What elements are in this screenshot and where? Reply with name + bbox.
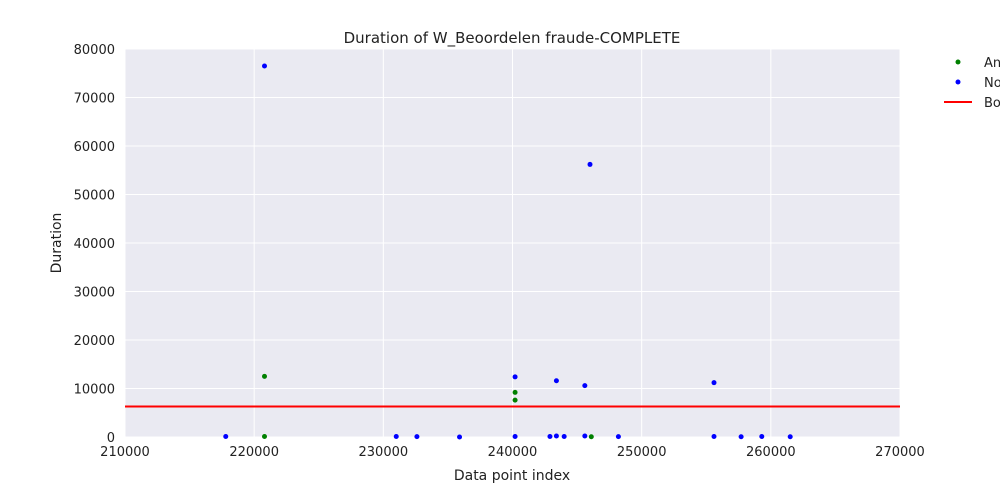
data-point <box>553 433 559 439</box>
x-tick-label: 220000 <box>229 445 279 460</box>
legend-label: No <box>984 76 1000 91</box>
data-point <box>223 434 229 440</box>
x-tick-label: 260000 <box>746 445 796 460</box>
x-axis-ticks: 210000 220000 230000 240000 250000 260000 2700… <box>100 445 925 460</box>
y-tick-label: 60000 <box>74 140 115 155</box>
data-point <box>512 397 518 403</box>
legend-label: Bo <box>984 96 1000 111</box>
data-point <box>512 434 518 440</box>
legend-marker <box>955 79 961 85</box>
legend-marker <box>955 59 961 65</box>
data-point <box>262 63 267 69</box>
x-tick-label: 230000 <box>359 445 409 460</box>
y-tick-label: 20000 <box>74 334 115 349</box>
data-point <box>587 161 593 167</box>
data-point <box>759 434 765 440</box>
chart-title: Duration of W_Beoordelen fraude-COMPLETE <box>344 29 681 48</box>
data-point <box>512 374 518 380</box>
data-point <box>787 434 793 440</box>
data-point <box>457 434 463 440</box>
x-tick-label: 250000 <box>617 445 667 460</box>
data-point <box>588 434 594 440</box>
y-tick-label: 50000 <box>74 189 115 204</box>
data-point <box>582 383 588 389</box>
y-axis-title: Duration <box>49 213 65 274</box>
y-tick-label: 0 <box>107 431 115 446</box>
x-tick-label: 240000 <box>488 445 538 460</box>
data-point <box>262 373 267 379</box>
y-axis-ticks: 0 10000 20000 30000 40000 50000 60000 70000 8000… <box>74 43 115 446</box>
y-tick-label: 30000 <box>74 286 115 301</box>
data-point <box>414 434 420 440</box>
data-point <box>262 434 267 440</box>
data-point <box>553 378 559 384</box>
y-tick-label: 70000 <box>74 92 115 107</box>
x-tick-label: 210000 <box>100 445 150 460</box>
data-point <box>738 434 744 440</box>
data-point <box>561 434 567 440</box>
data-point <box>711 434 717 440</box>
data-point <box>393 434 399 440</box>
x-axis-title: Data point index <box>454 468 570 484</box>
data-point <box>547 434 553 440</box>
data-point <box>512 389 518 395</box>
data-points <box>223 63 793 440</box>
x-tick-label: 270000 <box>875 445 925 460</box>
y-tick-label: 10000 <box>74 383 115 398</box>
data-point <box>582 433 588 439</box>
data-point <box>615 434 621 440</box>
legend-label: An <box>984 56 1000 71</box>
y-tick-label: 80000 <box>74 43 115 58</box>
legend: An No Bo <box>944 56 1000 111</box>
data-point <box>711 380 717 386</box>
grid-lines <box>124 48 901 438</box>
y-tick-label: 40000 <box>74 237 115 252</box>
